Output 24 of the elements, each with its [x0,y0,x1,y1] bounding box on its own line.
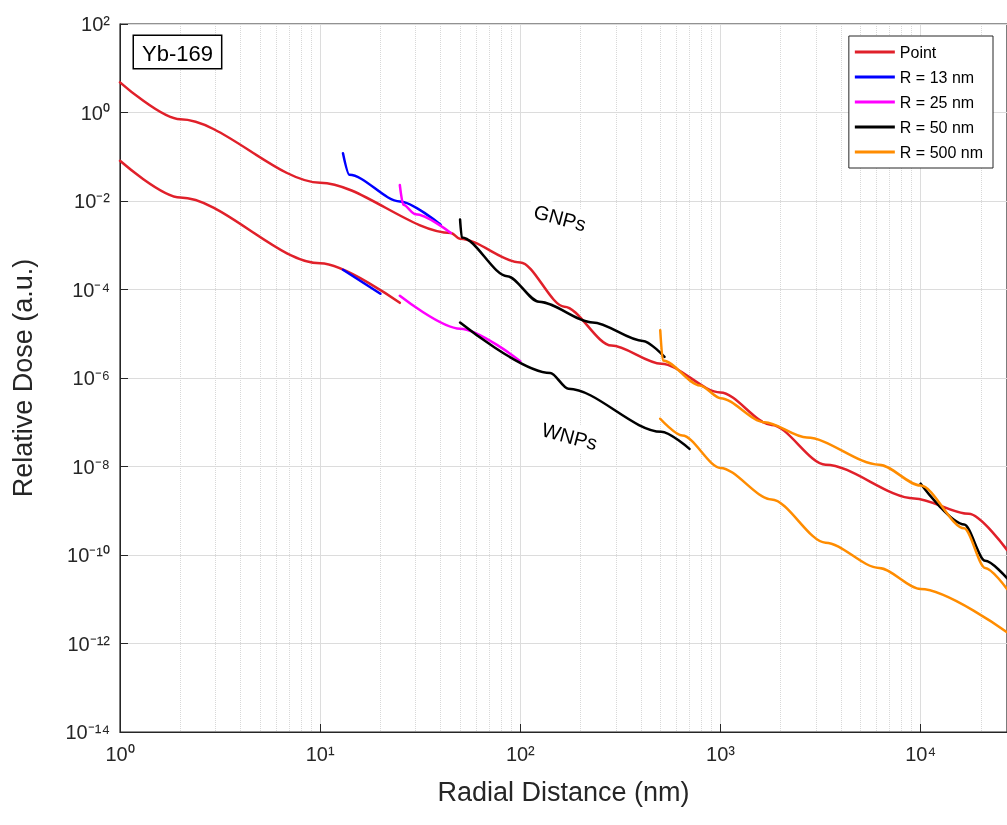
annotation: GNPs [531,200,589,236]
y-axis-title: Relative Dose (a.u.) [7,258,38,498]
x-tick-label: 10³ [706,743,736,765]
y-tick-label: 10⁻¹² [67,632,111,655]
legend-label: R = 500 nm [899,143,983,161]
y-tick-label: 10⁻⁴ [72,278,110,301]
y-tick-label: 10⁰ [80,101,110,124]
x-tick-label: 10⁴ [905,743,937,765]
legend-label: R = 25 nm [899,93,975,111]
x-tick-label: 10¹ [305,743,335,765]
y-tick-label: 10⁻¹⁴ [65,721,110,743]
y-tick-label: 10⁻² [74,190,111,212]
x-axis-title: Radial Distance (nm) [437,776,690,807]
x-tick-label: 10⁰ [105,743,135,765]
annotation: Yb-169 [142,40,213,66]
y-tick-label: 10² [81,13,111,35]
annotation: WNPs [539,418,600,455]
x-tick-label: 10² [505,743,536,765]
y-tick-label: 10⁻¹⁰ [67,544,110,566]
y-tick-label: 10⁻⁶ [72,367,110,389]
legend-label: R = 50 nm [899,118,975,136]
legend-label: R = 13 nm [899,68,975,86]
legend-label: Point [899,43,937,61]
y-tick-label: 10⁻⁸ [72,455,110,478]
